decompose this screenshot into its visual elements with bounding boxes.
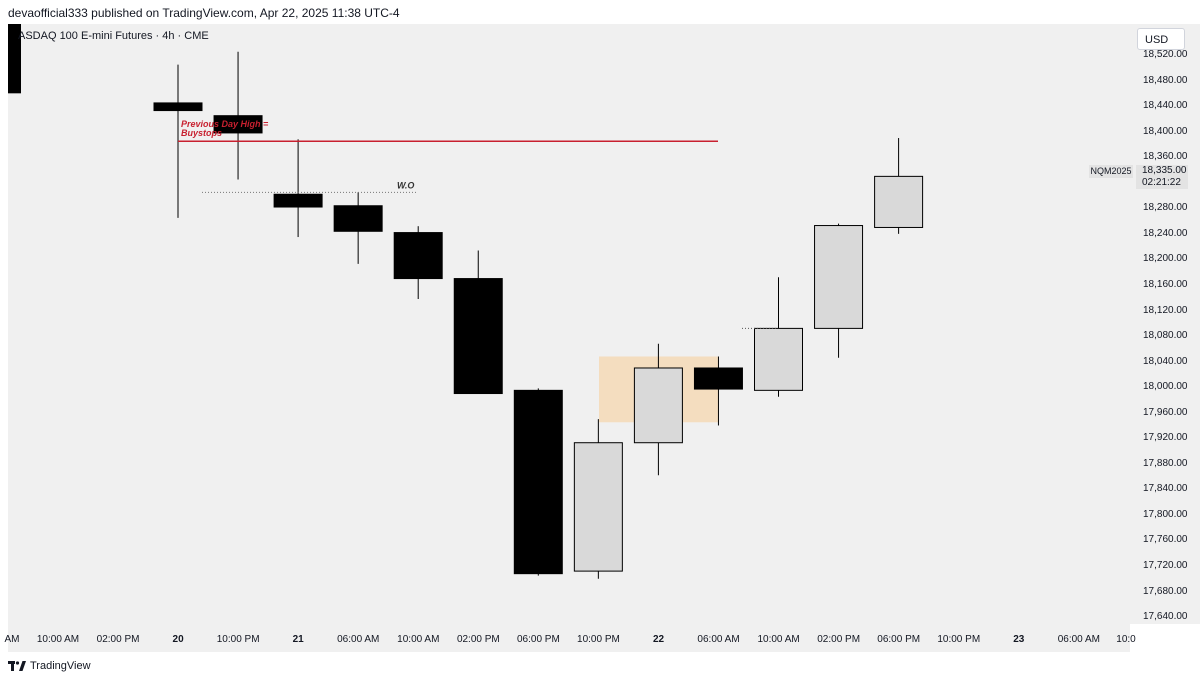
time-tick-label: 06:00 AM (1057, 634, 1100, 645)
time-tick-label: 10:0 (1116, 634, 1136, 645)
last-price: 18,335.00 (1142, 165, 1187, 176)
price-tick-label: 17,840.00 (1143, 483, 1188, 495)
price-tick-label: 17,760.00 (1143, 534, 1188, 546)
price-tick-label: 18,120.00 (1143, 304, 1188, 316)
time-tick-label: 10:00 PM (577, 634, 620, 645)
price-tick-label: 17,960.00 (1143, 406, 1188, 418)
price-tick-label: 18,040.00 (1143, 355, 1188, 367)
price-tick-label: 18,240.00 (1143, 227, 1188, 239)
time-tick-label: 10:00 AM (36, 634, 80, 645)
price-tick-label: 18,280.00 (1143, 202, 1188, 214)
price-tick-label: 18,440.00 (1143, 100, 1188, 112)
price-tick-label: 18,080.00 (1143, 330, 1188, 342)
candle-bear (153, 102, 203, 112)
last-price-tag: 18,335.00 02:21:22 (1136, 165, 1188, 189)
price-tick-label: 17,680.00 (1143, 585, 1188, 597)
chart-plot-area[interactable]: Previous Day High = Buystops W.O ASDAQ 100… (8, 24, 1130, 624)
currency-selector[interactable]: USD (1137, 28, 1185, 50)
price-tick-label: 18,000.00 (1143, 381, 1188, 393)
time-tick-label: 06:00 AM (697, 634, 740, 645)
time-tick-label: 20 (172, 634, 184, 645)
candle-bear (453, 278, 503, 395)
price-tick-label: 18,520.00 (1143, 49, 1188, 60)
candlestick-chart: Previous Day High =Buystops W.O (8, 24, 924, 579)
chart-title: ASDAQ 100 E-mini Futures · 4h · CME (18, 30, 209, 42)
symbol-tag: NQM2025 (1089, 165, 1133, 178)
buystops-label: Buystops (181, 128, 222, 138)
time-tick-label: 10:00 PM (216, 634, 260, 645)
candle-bear (273, 193, 323, 208)
candle-bear (333, 205, 383, 232)
bar-countdown: 02:21:22 (1142, 177, 1181, 188)
price-axis[interactable] (1130, 24, 1200, 624)
price-tick-label: 18,200.00 (1143, 253, 1188, 265)
time-axis[interactable] (8, 624, 1130, 652)
time-tick-label: 10:00 PM (937, 634, 981, 645)
time-tick-label: 02:00 PM (817, 634, 861, 645)
price-tick-label: 17,640.00 (1143, 611, 1188, 623)
time-tick-label: AM (4, 634, 20, 645)
time-tick-label: 06:00 AM (337, 634, 380, 645)
price-tick-label: 17,920.00 (1143, 432, 1188, 444)
candle-bear (513, 389, 563, 575)
candle-bull (633, 367, 683, 444)
footer-brand[interactable]: TradingView (8, 658, 91, 674)
time-tick-label: 02:00 PM (456, 634, 500, 645)
candle-bull (874, 175, 924, 228)
candle-partial-left (8, 24, 21, 94)
time-tick-label: 10:00 AM (757, 634, 800, 645)
previous-day-high-label: Previous Day High = (181, 119, 269, 129)
tradingview-logo-icon (8, 661, 26, 672)
price-tick-label: 18,400.00 (1143, 125, 1188, 137)
price-tick-label: 18,480.00 (1143, 74, 1188, 86)
wo-label: W.O (397, 180, 414, 190)
time-tick-label: 22 (652, 634, 665, 645)
candle-bull (754, 327, 803, 391)
price-tick-label: 17,880.00 (1143, 457, 1188, 469)
price-tick-label: 18,360.00 (1143, 151, 1188, 163)
candle-bull (573, 442, 623, 572)
price-tick-label: 17,720.00 (1143, 560, 1188, 571)
price-tick-label: 18,160.00 (1143, 278, 1188, 290)
published-by-line: devaofficial333 published on TradingView… (8, 6, 400, 20)
time-tick-label: 23 (1013, 634, 1025, 645)
candle-bear (393, 232, 443, 280)
time-tick-label: 06:00 PM (516, 634, 560, 645)
price-tick-label: 17,800.00 (1143, 508, 1188, 520)
candle-bull (814, 225, 864, 329)
time-tick-label: 06:00 PM (877, 634, 921, 645)
candle-bear (693, 367, 743, 390)
time-tick-label: 02:00 PM (96, 634, 140, 645)
tradingview-brand-text: TradingView (30, 660, 91, 672)
time-tick-label: 10:00 AM (397, 634, 440, 645)
time-tick-label: 21 (292, 634, 304, 645)
candle-bear (213, 115, 263, 134)
